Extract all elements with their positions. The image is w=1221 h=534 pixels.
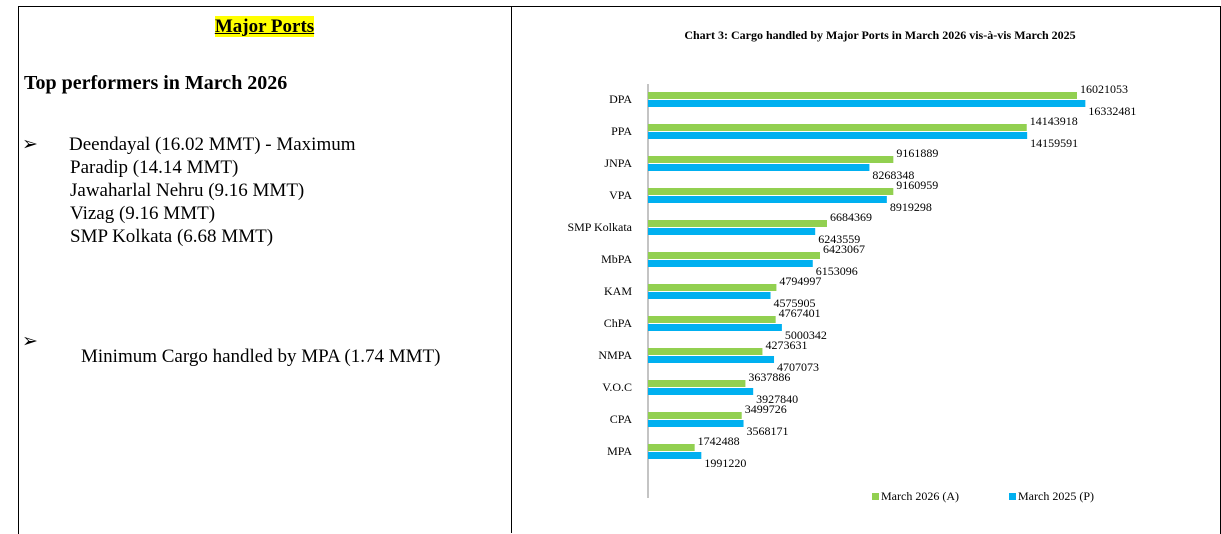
list-item: Deendayal (16.02 MMT) - Maximum	[69, 134, 356, 155]
heading-text: Major Ports	[214, 16, 315, 37]
data-label: 1742488	[698, 434, 740, 448]
data-label: 16021053	[1080, 82, 1128, 96]
data-label: 16332481	[1088, 104, 1136, 118]
bullet: ➢	[22, 331, 38, 352]
bar	[648, 316, 776, 323]
data-label: 3927840	[756, 392, 798, 406]
data-label: 6243559	[818, 232, 860, 246]
data-label: 9161889	[896, 146, 938, 160]
data-label: 9160959	[896, 178, 938, 192]
category-label: VPA	[609, 188, 632, 202]
bar	[648, 124, 1027, 131]
bar	[648, 356, 775, 363]
bar	[648, 284, 777, 291]
legend-label: March 2026 (A)	[881, 489, 959, 503]
bar	[648, 452, 702, 459]
bar	[648, 220, 827, 227]
bar	[648, 156, 894, 163]
data-label: 4794997	[779, 274, 821, 288]
legend-label: March 2025 (P)	[1018, 489, 1094, 503]
category-label: ChPA	[604, 316, 633, 330]
bar	[648, 324, 782, 331]
list-item: Paradip (14.14 MMT)	[70, 157, 239, 178]
heading: Major Ports	[18, 16, 511, 38]
category-label: DPA	[609, 92, 632, 106]
subheading: Top performers in March 2026	[24, 72, 288, 94]
data-label: 1991220	[704, 456, 746, 470]
cell-divider	[511, 6, 512, 533]
bar	[648, 412, 742, 419]
list-item: SMP Kolkata (6.68 MMT)	[70, 226, 274, 247]
bar	[648, 420, 744, 427]
data-label: 4707073	[777, 360, 819, 374]
data-label: 5000342	[785, 328, 827, 342]
bar	[648, 292, 771, 299]
bar	[648, 252, 820, 259]
category-label: KAM	[604, 284, 632, 298]
bar	[648, 196, 887, 203]
bar	[648, 92, 1078, 99]
bar	[648, 164, 870, 171]
bar	[648, 444, 695, 451]
data-label: 3568171	[747, 424, 789, 438]
category-label: PPA	[611, 124, 632, 138]
data-label: 8919298	[890, 200, 932, 214]
bar	[648, 228, 816, 235]
data-label: 6423067	[823, 242, 865, 256]
data-label: 8268348	[872, 168, 914, 182]
bar	[648, 132, 1028, 139]
data-label: 4767401	[779, 306, 821, 320]
category-label: V.O.C	[602, 380, 632, 394]
legend-swatch	[872, 493, 879, 500]
list-item: Jawaharlal Nehru (9.16 MMT)	[70, 180, 305, 201]
chart-title: Chart 3: Cargo handled by Major Ports in…	[684, 28, 1076, 42]
bar	[648, 348, 763, 355]
data-label: 14143918	[1030, 114, 1078, 128]
data-label: 14159591	[1030, 136, 1078, 150]
bar	[648, 388, 754, 395]
data-label: 6684369	[830, 210, 872, 224]
data-label: 4575905	[774, 296, 816, 310]
data-label: 4273631	[765, 338, 807, 352]
list-item: Vizag (9.16 MMT)	[70, 203, 216, 224]
bar	[648, 380, 746, 387]
minimum-text: Minimum Cargo handled by MPA (1.74 MMT)	[81, 346, 441, 367]
category-label: CPA	[610, 412, 633, 426]
data-label: 3499726	[745, 402, 787, 416]
legend-swatch	[1009, 493, 1016, 500]
top-list: Deendayal (16.02 MMT) - Maximum Paradip …	[69, 133, 356, 248]
data-label: 6153096	[816, 264, 858, 278]
category-label: NMPA	[598, 348, 632, 362]
bullet: ➢	[22, 134, 38, 155]
bar	[648, 260, 813, 267]
category-label: MbPA	[601, 252, 632, 266]
category-label: JNPA	[604, 156, 632, 170]
category-label: MPA	[607, 444, 632, 458]
data-label: 3637886	[748, 370, 790, 384]
bar	[648, 188, 894, 195]
category-label: SMP Kolkata	[567, 220, 632, 234]
bar	[648, 100, 1086, 107]
